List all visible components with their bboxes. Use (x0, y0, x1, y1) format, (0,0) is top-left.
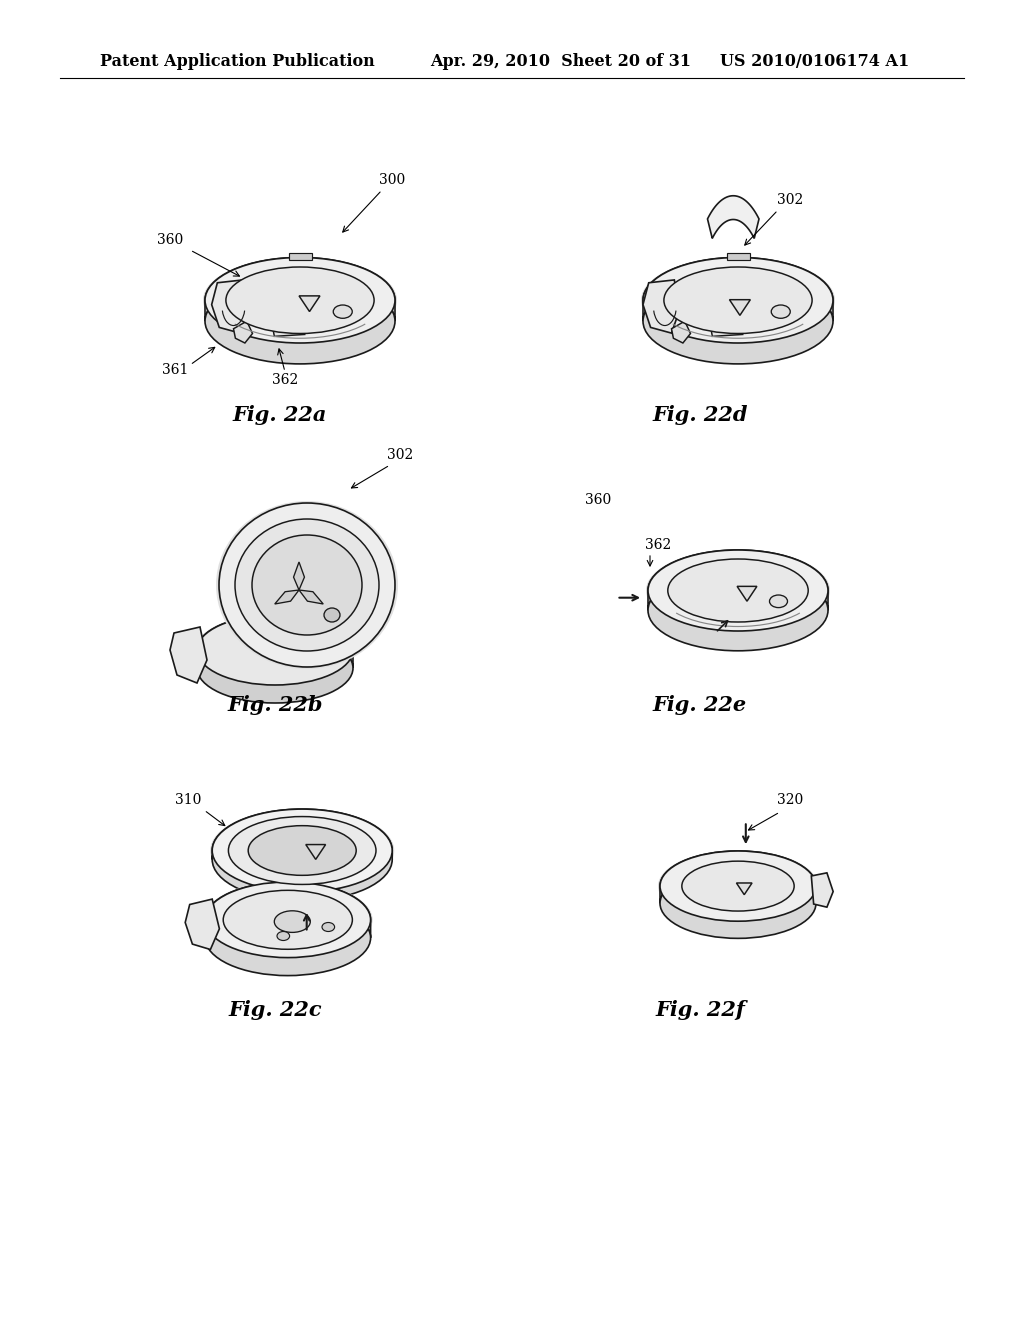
Polygon shape (197, 615, 353, 668)
Text: 362: 362 (272, 374, 298, 387)
Ellipse shape (664, 267, 812, 334)
Polygon shape (660, 851, 816, 903)
Polygon shape (212, 809, 392, 859)
Ellipse shape (203, 256, 397, 345)
Ellipse shape (648, 550, 828, 631)
Ellipse shape (643, 257, 833, 343)
Polygon shape (185, 899, 219, 949)
Polygon shape (306, 845, 326, 859)
Text: 361: 361 (162, 363, 188, 378)
Ellipse shape (248, 826, 356, 875)
Polygon shape (170, 627, 207, 682)
Text: 360: 360 (157, 234, 183, 247)
Ellipse shape (769, 595, 787, 607)
Text: Fig. 22e: Fig. 22e (653, 696, 748, 715)
Text: US 2010/0106174 A1: US 2010/0106174 A1 (720, 54, 909, 70)
Polygon shape (643, 280, 679, 333)
Ellipse shape (660, 851, 816, 921)
Text: 360: 360 (585, 492, 611, 507)
Ellipse shape (324, 609, 340, 622)
Text: 302: 302 (387, 447, 413, 462)
Ellipse shape (643, 279, 833, 364)
Ellipse shape (648, 570, 828, 651)
Polygon shape (212, 280, 248, 333)
Polygon shape (294, 562, 304, 590)
Ellipse shape (205, 279, 395, 364)
Ellipse shape (641, 256, 835, 345)
Text: Fig. 22f: Fig. 22f (655, 1001, 744, 1020)
Ellipse shape (197, 615, 353, 685)
Ellipse shape (278, 932, 290, 940)
Polygon shape (710, 318, 742, 337)
Polygon shape (205, 882, 371, 937)
Ellipse shape (205, 257, 395, 343)
Ellipse shape (234, 519, 379, 651)
Polygon shape (250, 627, 297, 663)
Ellipse shape (216, 502, 398, 669)
Text: Fig. 22c: Fig. 22c (228, 1001, 322, 1020)
Polygon shape (729, 300, 751, 315)
Text: Fig. 22b: Fig. 22b (227, 696, 323, 715)
Ellipse shape (660, 869, 816, 939)
Ellipse shape (210, 808, 394, 892)
Ellipse shape (771, 305, 791, 318)
Polygon shape (811, 873, 834, 907)
Ellipse shape (252, 535, 362, 635)
Ellipse shape (197, 634, 353, 704)
Polygon shape (299, 296, 319, 312)
Text: 302: 302 (777, 193, 803, 207)
Ellipse shape (195, 614, 355, 686)
Text: 362: 362 (645, 539, 671, 552)
Polygon shape (205, 257, 395, 321)
Ellipse shape (658, 850, 818, 923)
Ellipse shape (668, 558, 808, 622)
Polygon shape (672, 321, 690, 343)
Ellipse shape (333, 305, 352, 318)
Polygon shape (233, 321, 253, 343)
Polygon shape (648, 550, 828, 610)
Ellipse shape (682, 861, 795, 911)
Text: 320: 320 (777, 793, 803, 807)
Ellipse shape (212, 809, 392, 892)
Ellipse shape (219, 503, 395, 667)
Polygon shape (643, 257, 833, 321)
Polygon shape (299, 590, 324, 605)
Ellipse shape (282, 639, 298, 651)
Text: 310: 310 (175, 793, 201, 807)
Ellipse shape (205, 900, 371, 975)
Bar (727, 252, 751, 260)
Polygon shape (736, 883, 752, 895)
Text: Fig. 22a: Fig. 22a (232, 405, 328, 425)
Ellipse shape (228, 817, 376, 884)
Text: 300: 300 (379, 173, 406, 187)
Polygon shape (737, 586, 757, 601)
Text: Fig. 22d: Fig. 22d (652, 405, 748, 425)
Ellipse shape (223, 890, 352, 949)
Text: Apr. 29, 2010  Sheet 20 of 31: Apr. 29, 2010 Sheet 20 of 31 (430, 54, 691, 70)
Ellipse shape (212, 818, 392, 900)
Polygon shape (271, 318, 305, 337)
Ellipse shape (322, 923, 335, 932)
Ellipse shape (205, 882, 371, 957)
Ellipse shape (646, 549, 830, 632)
Bar (289, 252, 312, 260)
Ellipse shape (203, 880, 373, 958)
Text: Patent Application Publication: Patent Application Publication (100, 54, 375, 70)
Ellipse shape (226, 267, 374, 334)
Polygon shape (708, 195, 759, 239)
Ellipse shape (274, 911, 310, 932)
Polygon shape (274, 590, 299, 605)
